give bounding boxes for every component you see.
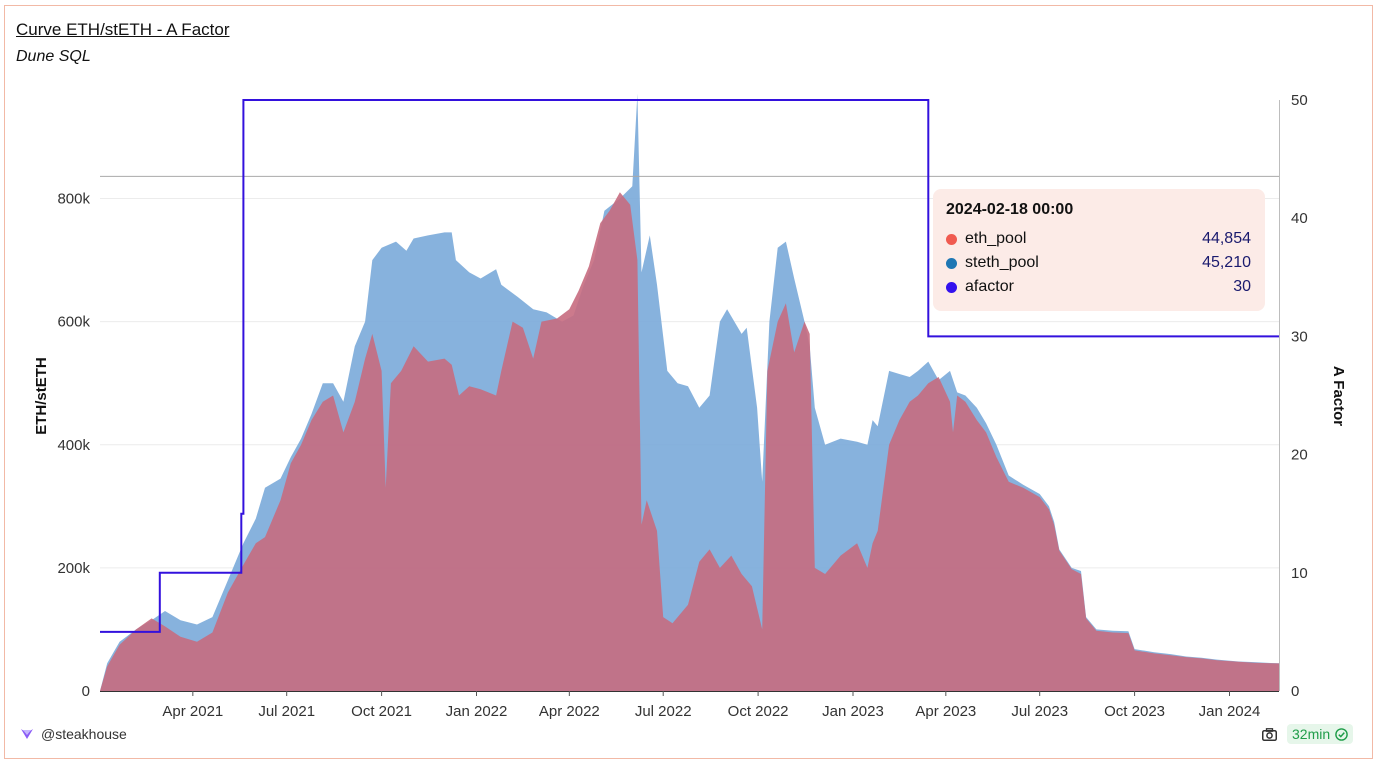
x-tick-label: Jul 2021 — [258, 703, 315, 720]
tick-labels: 0 200k 400k 600k 800k 0 10 20 30 40 50 Apr 2021 Jul … — [57, 92, 1307, 720]
steakhouse-logo-icon — [21, 729, 33, 739]
area-eth-pool — [100, 192, 1279, 692]
y-tick-label: 800k — [57, 191, 90, 208]
tooltip-date: 2024-02-18 00:00 — [946, 201, 1074, 218]
tooltip-series-name: steth_pool — [965, 254, 1039, 271]
y2-tick-label: 0 — [1291, 683, 1299, 700]
y2-tick-label: 10 — [1291, 565, 1308, 582]
x-tick-label: Jul 2022 — [635, 703, 692, 720]
tooltip-series-name: afactor — [965, 278, 1014, 295]
refresh-age: 32min — [1292, 726, 1331, 742]
tooltip-row-eth-pool: eth_pool 44,854 — [946, 227, 1251, 251]
y2-tick-label: 20 — [1291, 447, 1308, 464]
hover-tooltip: 2024-02-18 00:00 eth_pool 44,854 steth_p… — [933, 189, 1265, 311]
y-axis-title: ETH/stETH — [33, 357, 50, 435]
y-tick-label: 400k — [57, 437, 90, 454]
x-tick-label: Apr 2021 — [162, 703, 223, 720]
y-tick-label: 600k — [57, 314, 90, 331]
area-series — [100, 93, 1279, 692]
footer-actions: 32min — [1262, 724, 1354, 744]
tooltip-series-value: 30 — [1233, 278, 1251, 295]
x-tick-label: Jan 2022 — [446, 703, 508, 720]
axes — [100, 100, 1280, 692]
tooltip-row-afactor: afactor 30 — [946, 275, 1251, 299]
check-circle-icon — [1335, 727, 1348, 741]
chart-subtitle: Dune SQL — [16, 48, 91, 65]
author-credit[interactable]: @steakhouse — [21, 726, 127, 742]
author-handle: @steakhouse — [41, 726, 127, 742]
y-tick-label: 0 — [82, 683, 90, 700]
chart-title[interactable]: Curve ETH/stETH - A Factor — [16, 20, 230, 39]
y2-axis-title: A Factor — [1330, 366, 1347, 426]
step-series — [100, 99, 1279, 633]
y2-tick-label: 40 — [1291, 210, 1308, 227]
x-tick-label: Oct 2023 — [1104, 703, 1165, 720]
step-line-afactor — [100, 99, 1279, 633]
tooltip-series-value: 44,854 — [1202, 230, 1251, 247]
x-tick-label: Oct 2021 — [351, 703, 412, 720]
legend-dot-icon — [946, 257, 957, 269]
x-tick-label: Jan 2024 — [1199, 703, 1261, 720]
tooltip-series-name: eth_pool — [965, 230, 1027, 247]
camera-icon[interactable] — [1262, 727, 1277, 741]
x-tick-label: Jul 2023 — [1011, 703, 1068, 720]
y2-tick-label: 30 — [1291, 328, 1308, 345]
y2-tick-label: 50 — [1291, 92, 1308, 109]
x-tick-label: Apr 2023 — [915, 703, 976, 720]
y-tick-label: 200k — [57, 560, 90, 577]
legend-dot-icon — [946, 281, 957, 293]
tooltip-row-steth-pool: steth_pool 45,210 — [946, 251, 1251, 275]
refresh-badge[interactable]: 32min — [1287, 724, 1354, 744]
x-tick-label: Apr 2022 — [539, 703, 600, 720]
x-tick-label: Jan 2023 — [822, 703, 884, 720]
legend-dot-icon — [946, 233, 957, 245]
x-tick-label: Oct 2022 — [728, 703, 789, 720]
tooltip-series-value: 45,210 — [1202, 254, 1251, 271]
